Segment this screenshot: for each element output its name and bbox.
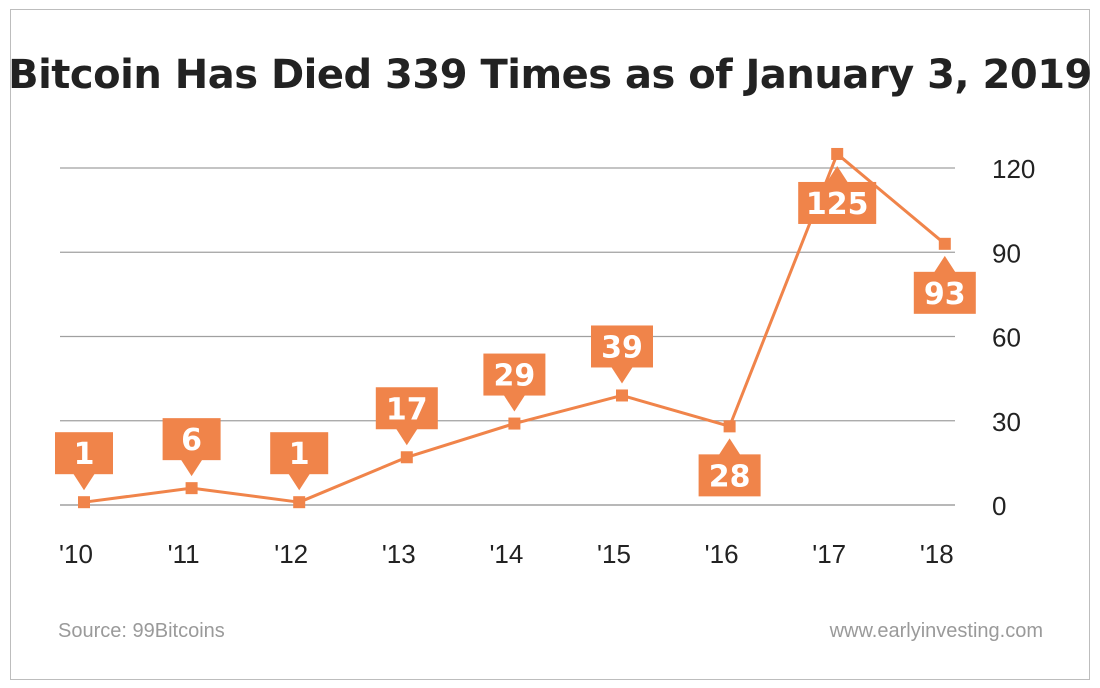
data-point-marker <box>508 417 521 430</box>
callout-box <box>798 181 877 224</box>
data-label-callout: 1 <box>55 432 113 491</box>
callout-pointer <box>288 473 311 491</box>
data-label: 1 <box>74 437 95 472</box>
data-label: 1 <box>289 437 310 472</box>
data-label: 29 <box>494 359 536 394</box>
callout-box <box>375 387 438 430</box>
callout-pointer <box>611 366 633 384</box>
callout-box <box>591 325 653 368</box>
callout-pointer <box>718 438 741 456</box>
y-tick-label: 120 <box>992 154 1035 184</box>
website-link[interactable]: www.earlyinvesting.com <box>829 620 1043 642</box>
data-point-marker <box>723 420 736 433</box>
chart-title: Bitcoin Has Died 339 Times as of January… <box>8 52 1092 98</box>
x-tick-label: '11 <box>168 539 200 569</box>
x-tick-label: '18 <box>920 539 954 569</box>
callout-pointer <box>395 428 418 446</box>
series <box>78 147 951 509</box>
data-point-marker <box>938 237 951 250</box>
x-tick-label: '16 <box>705 539 739 569</box>
y-tick-label: 90 <box>992 238 1021 268</box>
y-tick-label: 0 <box>992 491 1006 521</box>
x-tick-label: '13 <box>382 539 416 569</box>
x-tick-label: '10 <box>59 539 93 569</box>
data-label-callout: 125 <box>798 165 877 224</box>
data-label-callout: 93 <box>913 255 976 314</box>
y-tick-label: 30 <box>992 407 1021 437</box>
y-axis-ticks: 0 30 60 90 120 <box>992 154 1035 521</box>
y-tick-label: 60 <box>992 323 1021 353</box>
data-point-marker <box>78 496 90 509</box>
callout-pointer <box>73 473 95 491</box>
data-label: 125 <box>806 187 869 222</box>
x-tick-label: '17 <box>812 539 846 569</box>
callout-box <box>913 271 976 314</box>
x-axis-ticks: '10 '11 '12 '13 '14 '15 '16 '17 '18 <box>59 539 954 569</box>
x-tick-label: '15 <box>597 539 631 569</box>
callout-box <box>270 432 329 475</box>
callout-pointer <box>180 459 203 477</box>
data-label: 39 <box>601 330 643 365</box>
data-label-callout: 28 <box>698 438 761 497</box>
callout-box <box>55 432 113 475</box>
source-note: Source: 99Bitcoins <box>58 620 225 642</box>
x-tick-label: '12 <box>274 539 308 569</box>
data-point-marker <box>616 389 628 402</box>
data-label-callout: 29 <box>483 353 546 412</box>
data-labels: 1 6 1 17 29 39 28 125 93 <box>55 165 976 497</box>
data-label-callout: 39 <box>591 325 653 384</box>
callout-pointer <box>933 255 956 273</box>
callout-box <box>162 418 221 461</box>
data-point-marker <box>185 482 198 495</box>
data-label: 93 <box>924 277 966 312</box>
data-label-callout: 6 <box>162 418 221 477</box>
x-tick-label: '14 <box>489 539 523 569</box>
callout-pointer <box>503 394 526 412</box>
data-label: 6 <box>181 423 202 458</box>
data-label: 17 <box>386 392 428 427</box>
data-point-marker <box>293 496 306 509</box>
callout-pointer <box>826 165 849 183</box>
data-label: 28 <box>709 459 751 494</box>
data-point-marker <box>400 451 413 464</box>
chart-frame <box>10 9 1090 680</box>
callout-box <box>698 454 761 497</box>
data-label-callout: 1 <box>270 432 329 491</box>
data-point-marker <box>831 147 844 160</box>
data-label-callout: 17 <box>375 387 438 446</box>
callout-box <box>483 353 546 396</box>
